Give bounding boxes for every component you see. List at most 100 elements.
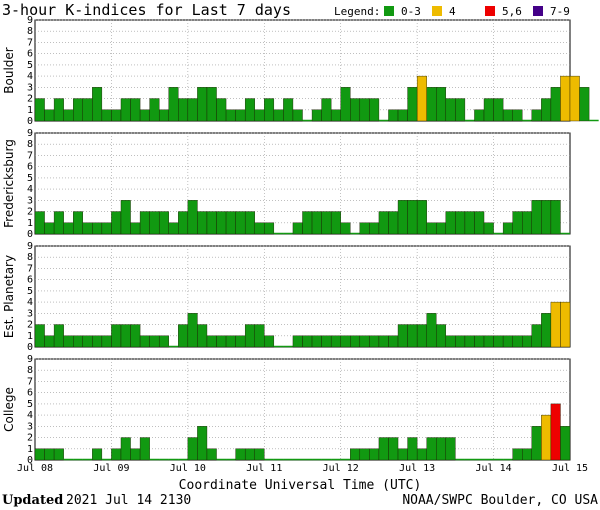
bar [416,75,427,122]
legend-swatch [485,6,495,16]
bar [397,109,408,122]
y-tick-label: 8 [27,26,33,37]
x-tick-label: Jul 08 [17,463,53,474]
panel-frame [34,358,571,461]
bar [407,87,418,122]
bar [350,448,361,461]
x-axis: Jul 08 Jul 09 Jul 10 Jul 11 Jul 12 Jul 13 Jul … [17,463,588,474]
x-tick-label: Jul 14 [476,463,512,474]
bar [149,211,160,235]
bar [445,211,456,235]
bar [350,98,361,122]
x-tick-label: Jul 13 [399,463,435,474]
bar [407,437,418,461]
bar [120,437,131,461]
bar [579,87,590,122]
bar [82,98,93,122]
bar [512,335,523,348]
bar [63,222,74,235]
bar [225,109,236,122]
chart-title: 3-hour K-indices for Last 7 days [2,1,291,19]
bar [436,87,447,122]
y-tick-label: 9 [27,15,33,26]
y-tick-label: 9 [27,241,33,252]
bar [206,87,217,122]
bar [474,211,485,235]
legend-entry: 7-9 [550,5,570,18]
legend-label: Legend: [334,5,380,18]
bar [522,335,532,348]
bar [235,211,246,235]
bar [340,335,351,348]
bar [101,335,112,348]
bar [92,448,103,461]
bar [321,211,332,235]
y-tick-label: 9 [27,128,33,139]
y-tick-label: 5 [27,60,33,71]
bar [178,324,189,348]
bar [388,211,399,235]
y-tick-label: 2 [27,433,33,444]
bar [149,335,160,348]
legend-swatch [384,6,394,16]
bar [512,109,523,122]
bar [197,211,208,235]
y-tick-label: 6 [27,162,33,173]
y-tick-label: 1 [27,105,33,116]
bar [178,98,189,122]
bar [416,448,427,461]
bar [359,448,370,461]
bar [273,109,284,122]
bar [531,324,542,348]
legend-swatch [432,6,442,16]
bar [522,448,532,461]
x-tick-label: Jul 10 [170,463,206,474]
bar [302,211,313,235]
bar [73,98,83,122]
y-tick-label: 7 [27,376,33,387]
bar [512,211,523,235]
bar [120,324,131,348]
y-tick-label: 1 [27,331,33,342]
bar [187,200,198,235]
bar [120,98,131,122]
bar [378,335,389,348]
bar [235,335,246,348]
bar [216,98,227,122]
y-tick-label: 6 [27,275,33,286]
bar [369,222,380,235]
bar [388,437,399,461]
bar [53,211,64,235]
bar [541,98,552,122]
bar [455,211,466,235]
y-tick-label: 2 [27,94,33,105]
bar [254,109,265,122]
bar [92,222,103,235]
bar [139,335,150,348]
bar [541,200,552,235]
bar [34,211,45,235]
y-tick-label: 2 [27,207,33,218]
bar [560,301,571,348]
bar [340,222,351,235]
y-tick-label: 1 [27,218,33,229]
bar [369,335,380,348]
bar [426,313,437,348]
bar [158,211,169,235]
bar [378,211,389,235]
source-credit: NOAA/SWPC Boulder, CO USA [402,493,598,508]
x-tick-label: Jul 09 [93,463,129,474]
bar [550,87,561,122]
bar [350,335,361,348]
updated-label: Updated [2,493,63,508]
bar [101,222,112,235]
y-tick-label: 3 [27,82,33,93]
y-tick-label: 4 [27,184,33,195]
bar [197,426,208,461]
bar [512,448,523,461]
bar [92,335,103,348]
bar [436,437,447,461]
bar [407,324,418,348]
bar [292,222,303,235]
bar [187,98,198,122]
